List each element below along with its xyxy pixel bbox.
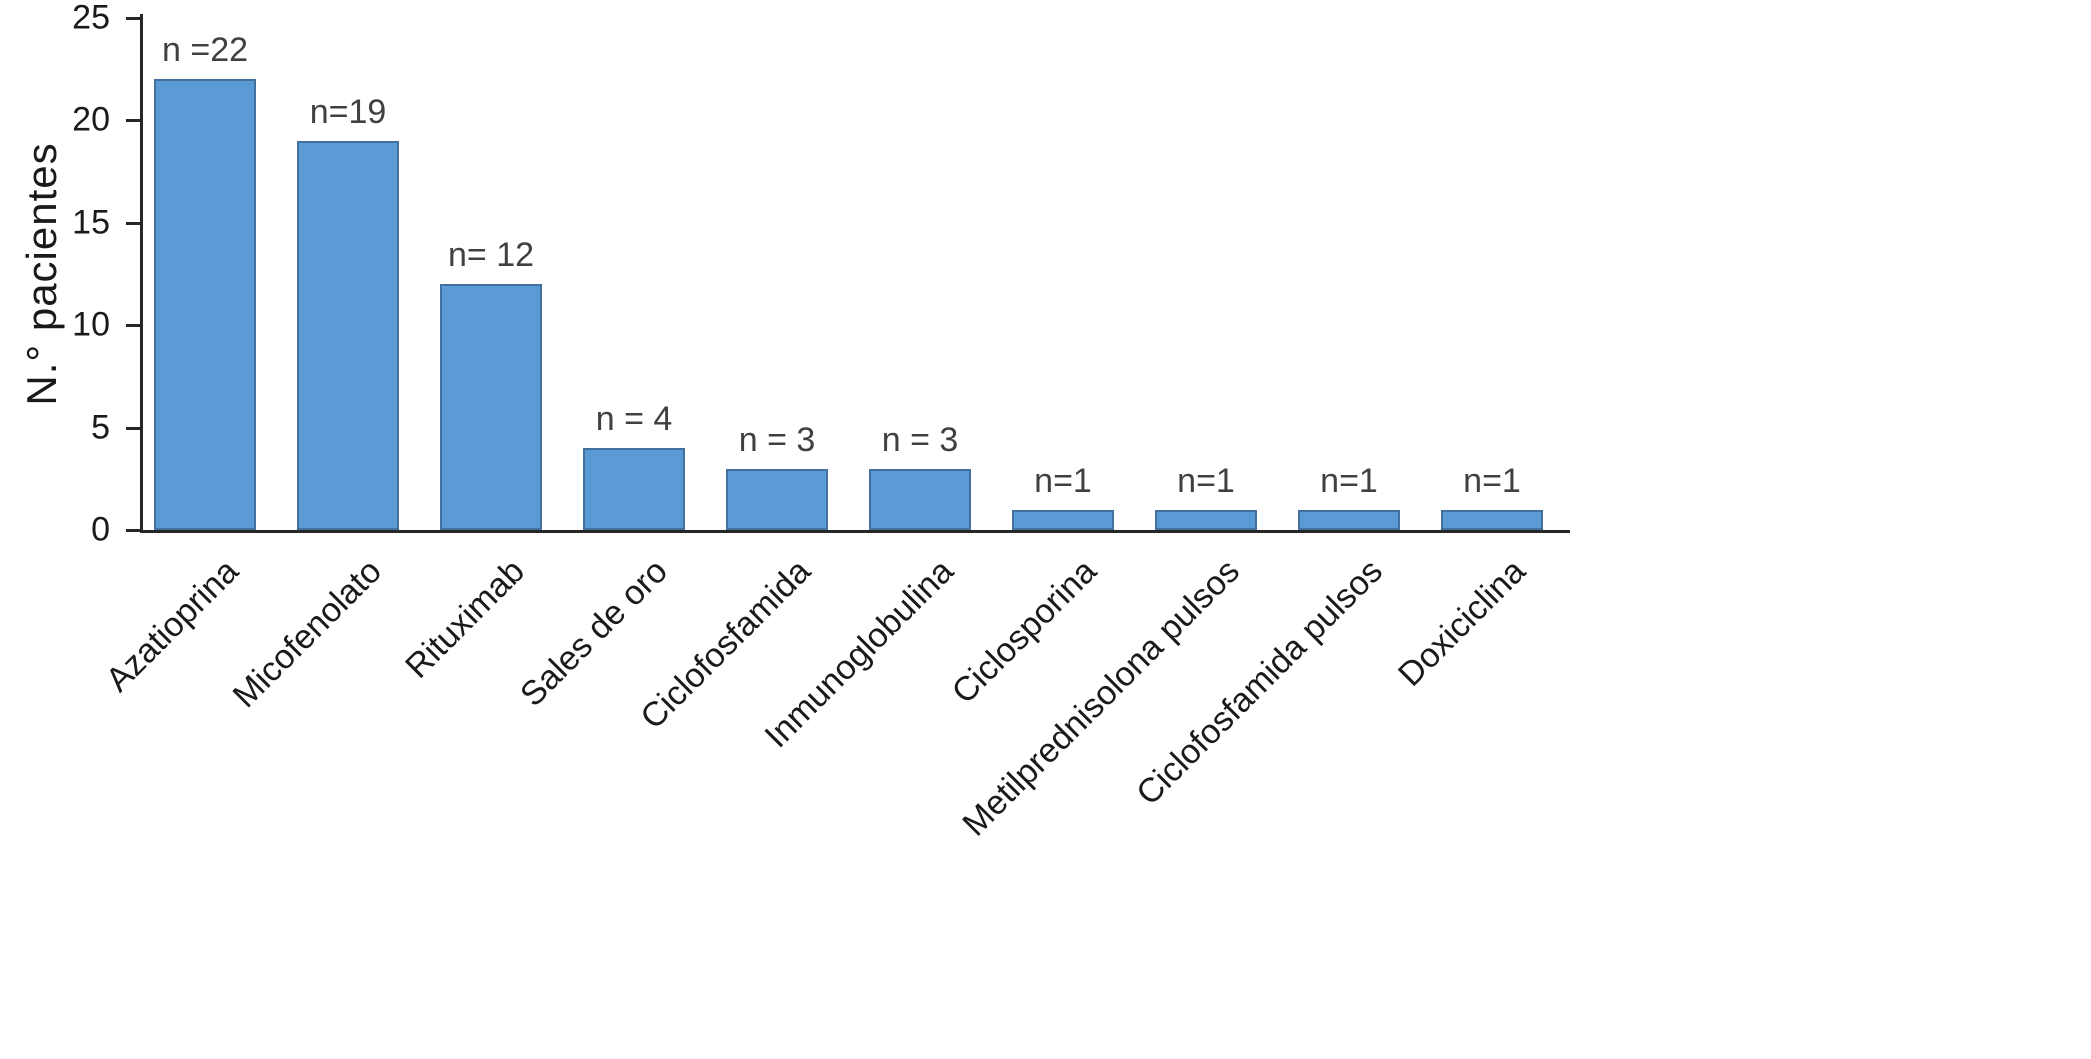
- y-tick-label: 20: [72, 100, 110, 139]
- bar-azatioprina: [154, 79, 256, 530]
- bar-rituximab: [440, 284, 542, 530]
- bar-value-label: n = 3: [881, 420, 959, 459]
- y-tick-mark: [126, 17, 140, 20]
- bar-value-label: n=1: [1320, 461, 1378, 500]
- x-axis-category-label: Rituximab: [398, 552, 532, 686]
- bar-value-label: n = 3: [738, 420, 816, 459]
- x-axis-category-label: Azatioprina: [98, 552, 246, 700]
- bar-ciclofosfamida-pulsos: [1298, 509, 1400, 530]
- y-tick-mark: [126, 119, 140, 123]
- x-axis-category-label: Ciclofosfamida pulsos: [1129, 552, 1390, 813]
- y-tick-label: 10: [72, 305, 110, 344]
- y-axis-title: N.° pacientes: [18, 142, 65, 406]
- bar-value-label: n=1: [1034, 461, 1092, 500]
- y-tick-label: 15: [72, 203, 110, 242]
- bar-value-label: n=1: [1463, 461, 1521, 500]
- y-tick-mark: [126, 529, 140, 532]
- y-tick-label: 25: [72, 0, 110, 37]
- bar-inmunoglobulina: [869, 468, 971, 530]
- y-tick-mark: [126, 221, 140, 225]
- y-axis-line: [140, 14, 143, 533]
- bar-micofenolato: [297, 140, 399, 530]
- x-axis-category-label: Micofenolato: [225, 552, 389, 716]
- bar-sales-de-oro: [583, 448, 685, 530]
- x-axis-category-label: Ciclosporina: [944, 552, 1104, 712]
- x-axis-line: [140, 530, 1570, 533]
- y-tick-label: 5: [91, 408, 110, 447]
- bar-metilprednisolona-pulsos: [1155, 509, 1257, 530]
- bar-value-label: n = 4: [595, 400, 673, 439]
- x-axis-category-label: Metilprednisolona pulsos: [955, 552, 1247, 844]
- bar-doxiciclina: [1441, 509, 1543, 530]
- bar-ciclofosfamida: [726, 468, 828, 530]
- bar-value-label: n= 12: [447, 236, 535, 275]
- bar-value-label: n=19: [309, 92, 387, 131]
- y-tick-mark: [126, 324, 140, 328]
- y-tick-label: 0: [91, 510, 110, 549]
- bar-ciclosporina: [1012, 509, 1114, 530]
- bar-value-label: n=1: [1177, 461, 1235, 500]
- x-axis-category-label: Doxiciclina: [1391, 552, 1533, 694]
- y-tick-mark: [126, 426, 140, 430]
- bar-value-label: n =22: [161, 31, 249, 70]
